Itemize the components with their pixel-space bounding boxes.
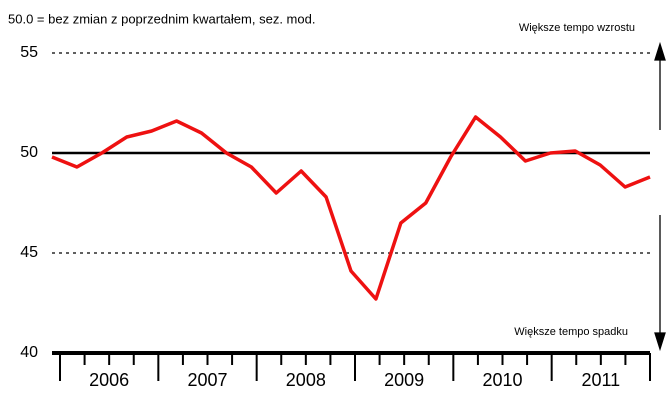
down-label: Większe tempo spadku — [514, 326, 628, 338]
y-tick-label: 45 — [20, 244, 38, 261]
up-label: Większe tempo wzrostu — [519, 22, 635, 34]
note: 50.0 = bez zmian z poprzednim kwartałem,… — [8, 11, 315, 26]
arrow — [654, 41, 666, 352]
x-tick-label: 2006 — [89, 370, 129, 390]
y-tick-label: 50 — [20, 144, 38, 161]
x-tick-label: 2009 — [384, 370, 424, 390]
line — [51, 115, 651, 301]
x-tick-label: 2010 — [482, 370, 522, 390]
x-tick-label: 2011 — [581, 370, 620, 390]
x-tick-label: 2008 — [286, 370, 326, 390]
y-tick-label: 55 — [20, 44, 38, 61]
y-tick-label: 40 — [20, 344, 38, 361]
x-tick-label: 2007 — [187, 370, 227, 390]
